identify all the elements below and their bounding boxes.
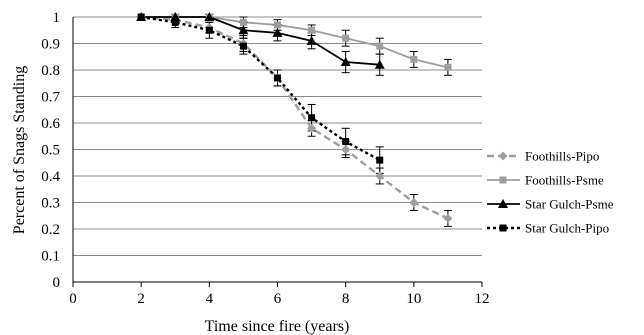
data-point	[239, 18, 247, 26]
x-tick-label: 12	[475, 291, 490, 307]
legend-label: Star Gulch-Psme	[525, 197, 614, 212]
legend-marker	[498, 199, 508, 208]
data-point	[341, 145, 351, 154]
y-tick-label: 0.5	[41, 143, 60, 159]
data-point	[444, 63, 452, 71]
legend: Foothills-Pipo Foothills-Psme Star Gulch-P…	[487, 149, 614, 236]
x-tick-label: 4	[206, 291, 214, 307]
data-point	[205, 26, 213, 34]
legend-label: Star Gulch-Pipo	[525, 221, 609, 236]
data-point	[342, 34, 350, 42]
y-axis-title: Percent of Snags Standing	[11, 66, 28, 234]
data-point	[308, 26, 316, 34]
x-tick-label: 10	[406, 291, 421, 307]
y-tick-label: 0.4	[41, 169, 60, 185]
legend-label: Foothills-Psme	[525, 173, 604, 188]
y-tick-label: 0.7	[41, 90, 60, 106]
x-tick-label: 6	[274, 291, 282, 307]
y-tick-label: 1	[53, 10, 61, 26]
legend-item: Star Gulch-Pipo	[487, 221, 609, 236]
x-tick-label: 0	[69, 291, 77, 307]
series-line	[140, 15, 381, 162]
data-point	[376, 156, 384, 164]
x-tick-label: 2	[137, 291, 145, 307]
data-point	[170, 12, 181, 21]
data-point	[308, 114, 316, 122]
y-tick-label: 0.6	[41, 116, 60, 132]
y-tick-label: 0.9	[41, 37, 60, 53]
series-lines	[140, 15, 449, 220]
x-tick-labels: 0 2 4 6 8 10 12	[69, 282, 490, 307]
data-point	[204, 12, 215, 21]
data-point	[376, 42, 384, 50]
data-point	[375, 171, 385, 181]
data-point	[137, 13, 145, 21]
x-tick-label: 8	[342, 291, 350, 307]
data-point	[306, 35, 317, 45]
gridlines	[73, 16, 482, 256]
series-line	[141, 16, 449, 69]
data-point	[238, 25, 249, 35]
data-point	[443, 213, 453, 223]
y-tick-label: 0	[53, 275, 61, 291]
legend-item: Star Gulch-Psme	[487, 197, 614, 212]
data-point	[374, 59, 385, 69]
data-point	[307, 123, 317, 133]
x-axis-title: Time since fire (years)	[205, 318, 350, 335]
data-points	[136, 12, 453, 223]
y-tick-label: 0.1	[41, 249, 60, 265]
y-tick-label: 0.3	[41, 196, 60, 212]
legend-label: Foothills-Pipo	[525, 149, 599, 164]
legend-item: Foothills-Psme	[487, 173, 604, 188]
legend-item: Foothills-Pipo	[487, 149, 599, 164]
legend-marker	[498, 151, 508, 161]
y-tick-label: 0.2	[41, 222, 60, 238]
series-line	[141, 15, 449, 220]
data-point	[272, 27, 283, 37]
y-tick-labels: 0 0.1 0.2 0.3 0.4 0.5 0.6 0.7 0.8 0.9 1	[41, 10, 60, 291]
data-point	[342, 138, 350, 146]
data-point	[274, 74, 281, 82]
series-line	[141, 16, 380, 66]
legend-marker	[499, 224, 507, 232]
data-point	[340, 57, 351, 67]
y-tick-label: 0.8	[41, 63, 60, 79]
data-point	[239, 42, 247, 50]
data-point	[410, 55, 418, 63]
legend-marker	[499, 176, 507, 184]
data-point	[409, 198, 419, 207]
data-point	[274, 21, 281, 29]
data-point	[171, 18, 179, 26]
